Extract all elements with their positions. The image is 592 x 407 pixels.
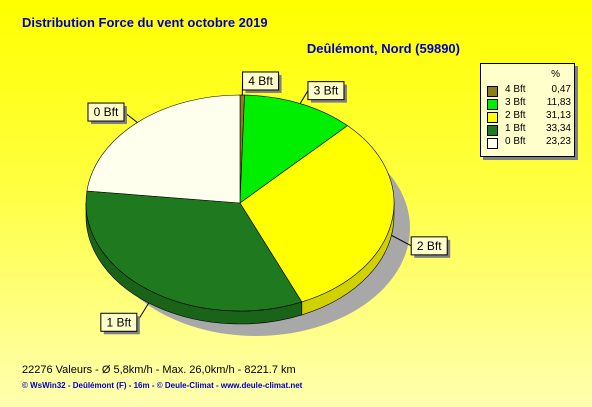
legend-swatch — [487, 99, 498, 110]
slice-label-box — [87, 102, 125, 122]
slice-leader-line — [299, 90, 309, 104]
slice-label-box — [410, 236, 448, 256]
pie-slice-1-bft — [85, 190, 303, 312]
slice-label-box — [307, 81, 345, 101]
slice-label-box — [100, 312, 138, 332]
slice-label: 0 Bft — [94, 105, 119, 119]
legend-label: 2 Bft — [505, 110, 526, 121]
footer-credits: © WsWin32 - Deûlémont (F) - 16m - © Deul… — [22, 381, 303, 390]
slice-label: 2 Bft — [417, 239, 442, 253]
legend-label: 3 Bft — [505, 97, 526, 108]
slice-label-box — [242, 71, 280, 91]
slice-label: 3 Bft — [314, 84, 339, 98]
pie-slice-3-bft — [239, 94, 349, 204]
legend-swatch — [487, 125, 498, 136]
legend-value: 23,23 — [545, 136, 571, 147]
legend-value: 31,13 — [545, 110, 571, 121]
legend-value: 11,83 — [546, 97, 571, 108]
legend-swatch — [487, 86, 498, 97]
legend-label: 4 Bft — [505, 84, 526, 95]
chart-subtitle: Deûlémont, Nord (59890) — [306, 41, 460, 56]
legend-item: 4 Bft 0,47 — [487, 84, 571, 97]
legend-item: 0 Bft 23,23 — [487, 136, 571, 149]
legend-swatch — [487, 138, 498, 149]
legend-item: 1 Bft 33,34 — [487, 123, 571, 136]
pie-slice-2-bft — [239, 125, 395, 303]
slice-label: 4 Bft — [248, 74, 273, 88]
footer-stats: 22276 Valeurs - Ø 5,8km/h - Max. 26,0km/… — [22, 364, 296, 376]
legend-header: % — [551, 69, 560, 80]
legend-swatch — [487, 112, 498, 123]
slice-leader-line — [391, 234, 412, 247]
legend-label: 0 Bft — [505, 136, 526, 147]
legend-value: 33,34 — [545, 123, 571, 134]
legend-value: 0,47 — [551, 84, 571, 95]
slice-label: 1 Bft — [106, 315, 131, 329]
legend-item: 3 Bft 11,83 — [487, 97, 571, 110]
legend: % 4 Bft 0,47 3 Bft 11,83 2 Bft 31,13 1 Bft 33,3… — [480, 63, 575, 157]
chart-title: Distribution Force du vent octobre 2019 — [22, 15, 268, 30]
legend-label: 1 Bft — [505, 123, 526, 134]
legend-item: 2 Bft 31,13 — [487, 110, 571, 123]
